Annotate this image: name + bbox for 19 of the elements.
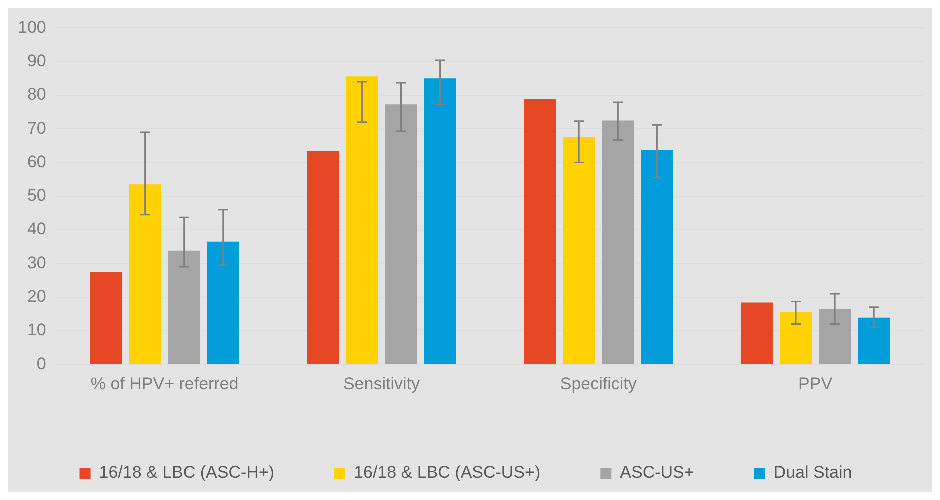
y-tick-label: 60 (27, 152, 46, 172)
x-tick-label: Sensitivity (343, 374, 420, 394)
y-tick-label: 50 (27, 186, 46, 206)
x-tick-label: Specificity (560, 374, 638, 394)
x-tick-label: PPV (798, 374, 834, 394)
y-tick-label: 30 (27, 253, 46, 272)
y-tick-label: 40 (27, 220, 46, 239)
legend-label: 16/18 & LBC (ASC-H+) (99, 463, 275, 482)
y-tick-label: 10 (27, 320, 46, 340)
x-tick-label: % of HPV+ referred (90, 374, 239, 394)
y-tick-label: 70 (27, 118, 46, 138)
y-tick-label: 0 (36, 354, 46, 374)
legend-label: Dual Stain (774, 463, 852, 482)
y-tick-label: 80 (27, 85, 46, 104)
y-tick-label: 90 (27, 52, 46, 71)
y-tick-label: 100 (18, 18, 46, 37)
legend-label: ASC-US+ (620, 463, 694, 482)
legend-label: 16/18 & LBC (ASC-US+) (354, 463, 541, 482)
y-tick-label: 20 (27, 287, 46, 306)
